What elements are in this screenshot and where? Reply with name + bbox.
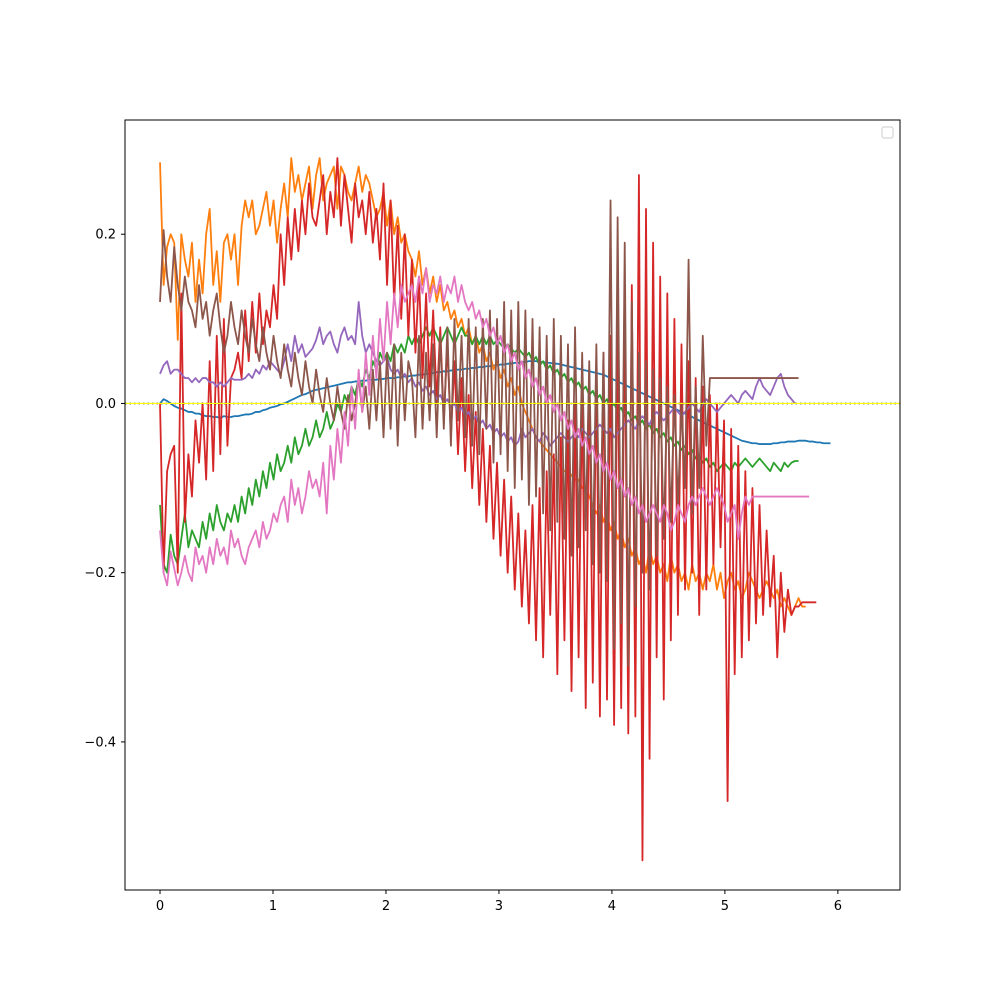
y-axis-ticks: −0.4 −0.2 0.0 0.2 [84,228,125,750]
x-axis-ticks: 0 1 2 3 4 5 6 [156,890,842,914]
y-tick-label: −0.4 [84,735,116,750]
x-tick-label: 6 [834,899,842,914]
legend-box [881,126,894,139]
x-tick-label: 4 [608,899,616,914]
series-line-7 [159,267,810,587]
y-tick-label: −0.2 [84,566,116,581]
series-layer [159,157,831,862]
plot-frame [124,119,901,891]
x-tick-label: 2 [382,899,390,914]
x-tick-label: 0 [156,899,164,914]
series-line-6 [159,199,799,667]
x-tick-label: 5 [721,899,729,914]
x-tick-label: 3 [495,899,503,914]
series-line-4 [159,157,817,862]
y-tick-label: 0.2 [95,228,116,243]
y-tick-label: 0.0 [95,397,116,412]
x-tick-label: 1 [269,899,277,914]
